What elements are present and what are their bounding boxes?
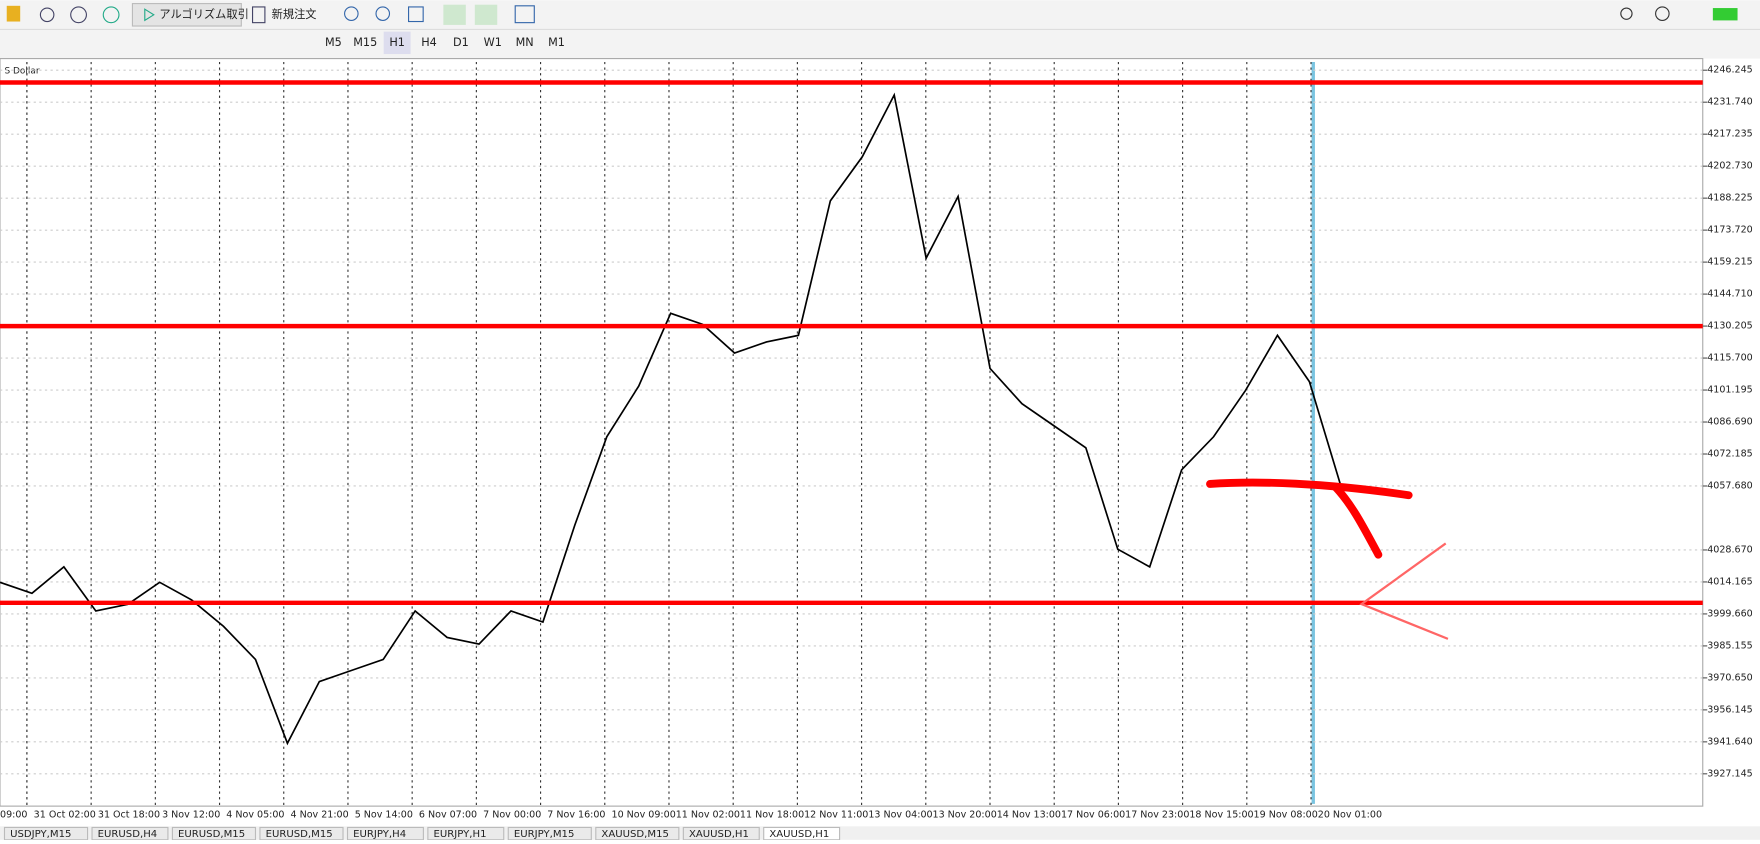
icon	[144, 8, 155, 22]
x-tick-label: 5 Nov 14:00	[355, 810, 413, 821]
signal	[1712, 8, 1738, 21]
algo-label: アルゴリズム取引	[159, 7, 248, 21]
x-tick-label: 09:00	[0, 810, 27, 821]
tab-label: EURJPY,M15	[514, 829, 575, 840]
symbol-label: S Dollar	[4, 66, 39, 76]
x-tick-label: 18 Nov 15:00	[1189, 810, 1253, 821]
y-tick-label: 4130.205	[1707, 321, 1752, 332]
tab-label: XAUUSD,H1	[769, 829, 829, 840]
tab-label: EURJPY,H1	[433, 829, 486, 840]
y-tick-label: 4173.720	[1707, 225, 1752, 236]
price-line	[0, 92, 1343, 746]
x-tick-label: 31 Oct 18:00	[98, 810, 160, 821]
icon[interactable]	[443, 4, 466, 25]
icon[interactable]	[474, 4, 498, 25]
y-tick-label: 4101.195	[1707, 385, 1752, 396]
account[interactable]	[1655, 6, 1670, 21]
x-tick-label: 19 Nov 08:00	[1254, 810, 1318, 821]
tab-label: XAUUSD,H1	[689, 829, 749, 840]
timeframe[interactable]: H4	[421, 36, 437, 49]
tab-label: EURJPY,H4	[353, 829, 406, 840]
x-tick-label: 3 Nov 12:00	[162, 810, 220, 821]
y-tick-label: 4246.245	[1707, 65, 1752, 76]
x-tick-label: 13 Nov 04:00	[868, 810, 932, 821]
y-tick-label: 4115.700	[1707, 353, 1752, 364]
timeframes: M5 M15 H1 H4 D1 W1 MN M1	[325, 31, 565, 55]
y-tick-label: 4231.740	[1707, 97, 1752, 108]
x-tick-label: 20 Nov 01:00	[1318, 810, 1382, 821]
timeframe[interactable]: W1	[484, 36, 502, 49]
x-tick-label: 17 Nov 06:00	[1061, 810, 1125, 821]
icon[interactable]	[102, 6, 120, 24]
timeframe[interactable]: H1	[389, 36, 405, 49]
y-tick-label: 4188.225	[1707, 193, 1752, 204]
tile[interactable]	[408, 6, 424, 23]
x-tick-label: 17 Nov 23:00	[1125, 810, 1189, 821]
x-tick-label: 7 Nov 16:00	[547, 810, 605, 821]
y-tick-label: 4144.710	[1707, 289, 1752, 300]
x-tick-label: 7 Nov 00:00	[483, 810, 541, 821]
timeframe[interactable]: D1	[453, 36, 469, 49]
plot	[0, 80, 1703, 746]
tab-label: USDJPY,M15	[10, 829, 71, 840]
y-tick-label: 3941.640	[1707, 736, 1752, 747]
y-tick-label: 4028.670	[1707, 544, 1752, 555]
timeframe[interactable]: M15	[353, 36, 377, 49]
x-tick-label: 10 Nov 09:00	[612, 810, 676, 821]
y-tick-label: 4217.235	[1707, 129, 1752, 140]
new-order-label[interactable]: 新規注文	[272, 7, 317, 21]
x-tick-label: 31 Oct 02:00	[34, 810, 96, 821]
zoom-in[interactable]	[344, 6, 359, 21]
icon[interactable]	[6, 5, 21, 22]
x-tick-label: 6 Nov 07:00	[419, 810, 477, 821]
timeframe[interactable]: MN	[516, 36, 534, 49]
y-tick-label: 4072.185	[1707, 449, 1752, 460]
axes: 4246.245 4231.740 4217.235 4202.730 4188.225…	[0, 61, 1753, 821]
icon	[251, 6, 266, 24]
y-tick-label: 3985.155	[1707, 640, 1752, 651]
y-tick-label: 4057.680	[1707, 480, 1752, 491]
tab-label: EURUSD,M15	[178, 829, 245, 840]
hand-arrow	[1359, 542, 1449, 640]
x-tick-label: 12 Nov 11:00	[804, 810, 868, 821]
tab-label: XAUUSD,M15	[601, 829, 669, 840]
x-tick-label: 11 Nov 02:00	[676, 810, 740, 821]
y-tick-label: 3956.145	[1707, 704, 1752, 715]
hand-drawing	[1206, 478, 1413, 500]
algo-button[interactable]	[131, 3, 242, 27]
timeframe-active	[383, 31, 411, 55]
x-tick-label: 13 Nov 20:00	[933, 810, 997, 821]
y-tick-label: 4014.165	[1707, 576, 1752, 587]
tabs: USDJPY,M15 EURUSD,H4 EURUSD,M15 EURUSD,M15 E…	[3, 826, 841, 841]
x-tick-label: 4 Nov 05:00	[226, 810, 284, 821]
y-tick-label: 3970.650	[1707, 672, 1752, 683]
hand-drawing	[1331, 483, 1383, 559]
icon[interactable]	[39, 7, 55, 23]
y-tick-label: 3999.660	[1707, 608, 1752, 619]
x-tick-label: 14 Nov 13:00	[997, 810, 1061, 821]
y-tick-label: 4086.690	[1707, 417, 1752, 428]
y-tick-label: 3927.145	[1707, 768, 1752, 779]
search[interactable]	[1620, 7, 1633, 20]
icon[interactable]	[70, 6, 87, 24]
x-tick-label: 11 Nov 18:00	[740, 810, 804, 821]
timeframe[interactable]: M1	[548, 36, 565, 49]
tab-label: EURUSD,M15	[266, 829, 333, 840]
y-tick-label: 4202.730	[1707, 161, 1752, 172]
zoom-out[interactable]	[375, 6, 391, 21]
tab-label: EURUSD,H4	[98, 829, 158, 840]
timeframe[interactable]: M5	[325, 36, 342, 49]
y-tick-label: 4159.215	[1707, 257, 1752, 268]
x-tick-label: 4 Nov 21:00	[290, 810, 348, 821]
screenshot[interactable]	[514, 5, 535, 24]
